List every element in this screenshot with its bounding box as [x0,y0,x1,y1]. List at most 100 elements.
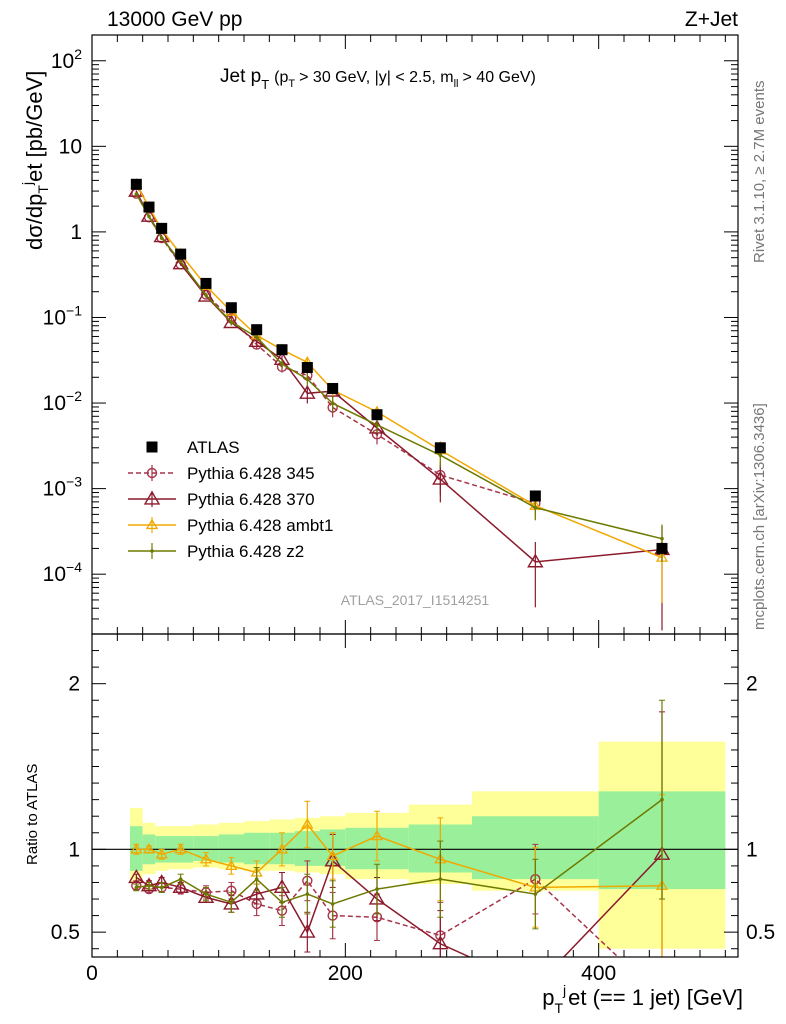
series-marker-ratio [197,888,215,903]
y-main-tick-label: 1 [70,221,82,244]
legend-label: Pythia 6.428 z2 [187,542,304,561]
series-marker-ratio [147,883,151,888]
series-marker-ratio [248,885,265,900]
legend-marker [150,549,154,553]
series-marker-ratio [199,852,213,864]
collision-label: 13000 GeV pp [107,8,242,31]
series-marker-main [330,401,335,406]
x-tick-label: 0 [86,962,98,985]
rivet-version-label: Rivet 3.1.10, ≥ 2.7M events [751,81,768,264]
x-tick-label: 200 [328,962,363,985]
legend: ATLAS Pythia 6.428 345 Pythia 6.428 370 Pyt… [128,438,333,561]
ratio-frame [91,633,739,958]
series-marker-main [375,423,379,427]
atlas-data-point [656,542,668,554]
series-marker-main [299,384,316,399]
band-inner-bin [244,832,270,865]
series-marker-main [305,377,310,382]
series-marker-ratio [375,887,379,891]
ratio-plot-area [92,699,738,992]
atlas-data-point [143,201,155,213]
legend-label: ATLAS [187,438,240,457]
atlas-data-point [434,442,446,454]
series-marker-main [134,192,139,196]
plot-title: Jet pT (pT > 30 GeV, |y| < 2.5, mll > 40 Ge… [220,66,536,92]
process-label: Z+Jet [685,8,738,31]
atlas-data-point [301,362,313,374]
legend-label: Pythia 6.428 345 [187,464,315,483]
series-marker-main [140,207,158,222]
series-line-main [135,193,663,540]
series-marker-ratio [299,923,316,938]
series-marker-ratio [275,843,289,854]
legend-marker [143,490,161,505]
series-marker-ratio [326,849,339,861]
atlas-data-point [251,324,263,336]
y-ratio-tick-label-right: 1 [746,838,758,861]
series-marker-ratio [128,869,145,884]
series-marker-main [660,536,664,541]
series-marker-main [197,287,215,302]
y-main-tick-label: 10−1 [43,302,83,329]
atlas-data-point [130,178,142,190]
atlas-data-point [225,302,237,314]
axes: 0 200 400 102 10 1 10−1 10−2 10−3 10−4 0.5 0.5 1 1 2 2 [43,34,775,985]
series-marker-main [438,453,443,457]
series-marker-ratio [528,980,542,992]
analysis-id-label: ATLAS_2017_I1514251 [341,592,490,608]
legend-marker [146,441,158,453]
series-marker-ratio [280,900,284,905]
series-marker-main [533,505,538,510]
series-marker-ratio [370,829,384,841]
series-marker-main [153,228,170,243]
mcplots-label: mcplots.cern.ch [arXiv:1306.3436] [751,403,768,630]
series-marker-ratio [172,879,189,894]
series-marker-ratio [330,902,335,906]
legend-marker [146,467,158,479]
series-marker-main [254,335,259,339]
y-ratio-tick-label-left: 1 [68,838,80,861]
series-marker-ratio [174,843,187,854]
series-marker-main [229,320,234,324]
series-marker-ratio [142,843,156,854]
series-marker-main [280,362,284,366]
series-marker-main [159,236,164,240]
series-marker-main [172,255,189,270]
y-main-tick-label: 10−3 [43,474,83,501]
series-marker-ratio [178,877,183,881]
y-main-tick-label: 102 [51,46,82,73]
series-marker-ratio [301,818,314,829]
series-marker-ratio [225,859,238,871]
main-plot-area [128,178,671,631]
atlas-data-point [276,344,288,356]
y-ratio-tick-label-left: 0.5 [51,921,80,944]
atlas-data-point [371,409,383,421]
series-marker-main [223,314,240,329]
series-marker-main [204,293,208,297]
y-main-tick-label: 10 [59,135,82,158]
y-axis-title-main: dσ/dpTjet [pb/GeV] [19,71,51,250]
legend-marker [145,518,159,530]
series-marker-main [527,553,544,568]
y-axis-title-ratio: Ratio to ATLAS [24,764,41,865]
series-marker-ratio [660,797,664,802]
series-marker-ratio [140,877,158,892]
series-line-ratio [136,799,663,905]
series-marker-ratio [432,935,449,950]
x-axis-title: pTjet (== 1 jet) [GeV] [542,982,743,1016]
y-ratio-tick-label-right: 0.5 [746,921,775,944]
y-main-tick-label: 10−2 [43,388,83,415]
atlas-data-point [327,382,339,394]
atlas-data-point [529,490,541,502]
legend-label: Pythia 6.428 370 [187,490,315,509]
series-marker-main [178,259,183,264]
series-marker-main [147,214,151,219]
y-main-tick-label: 10−4 [43,559,83,586]
series-marker-ratio [159,885,164,890]
series-marker-ratio [134,885,139,890]
series-marker-ratio [438,877,443,881]
y-ratio-tick-label-left: 2 [68,673,80,696]
ratio-uncertainty-bands [130,741,726,949]
series-marker-ratio [229,900,234,905]
